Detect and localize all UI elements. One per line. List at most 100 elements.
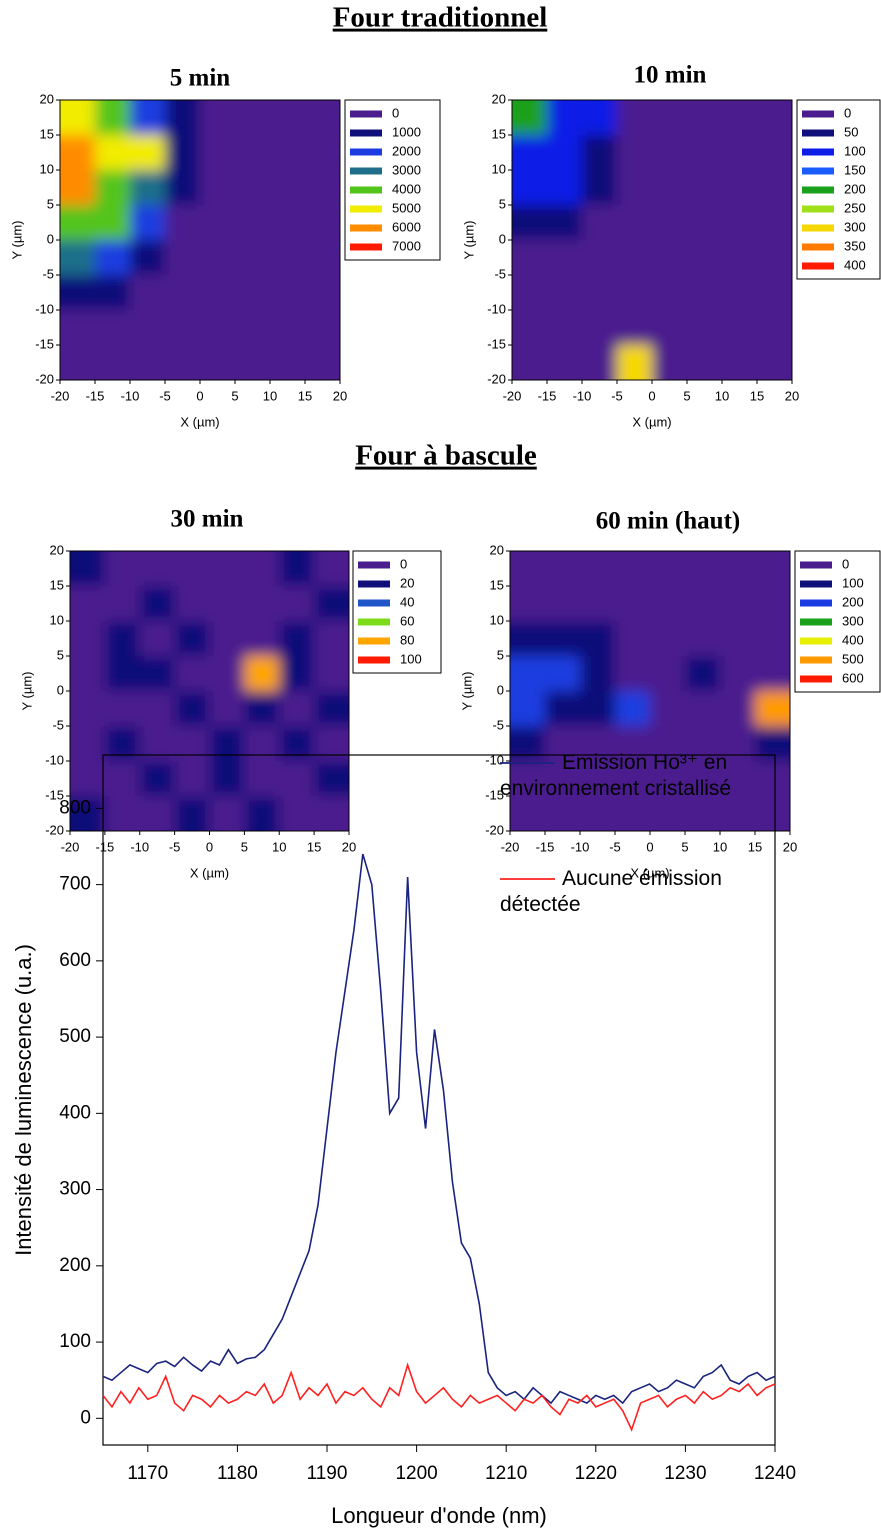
y-tick-label: -20 xyxy=(487,371,506,386)
legend-label: 200 xyxy=(842,594,864,609)
map-cell xyxy=(617,170,653,206)
map-cell xyxy=(200,310,236,346)
map-cell xyxy=(687,275,723,311)
map-cell xyxy=(200,100,236,136)
map-cell xyxy=(270,345,306,380)
map-cell xyxy=(687,310,723,346)
map-cell xyxy=(104,726,141,762)
map-cell xyxy=(279,621,315,657)
map-cell xyxy=(547,100,583,136)
map-cell xyxy=(547,135,583,171)
y-tick-label: 15 xyxy=(490,577,504,592)
y-tick-label: -5 xyxy=(52,717,64,732)
map-cell xyxy=(139,586,176,622)
y-tick-label: -15 xyxy=(487,336,506,351)
map-cell xyxy=(235,170,271,206)
y-tick-label: 5 xyxy=(497,647,504,662)
map-cell xyxy=(757,345,792,380)
map-cell xyxy=(722,170,758,206)
map-cell xyxy=(685,691,721,727)
map-cell xyxy=(722,205,758,241)
map-cell xyxy=(757,170,792,206)
legend-label: 300 xyxy=(844,219,866,234)
map-cell xyxy=(617,135,653,171)
map-cell xyxy=(60,205,96,241)
y-tick-label: 600 xyxy=(59,950,91,971)
x-tick-label: 10 xyxy=(713,839,727,854)
map-cell xyxy=(720,656,756,692)
x-tick-label: -10 xyxy=(121,388,140,403)
map-cell xyxy=(617,205,653,241)
map-cell xyxy=(757,100,792,136)
legend-label: Emission Ho³⁺ en environnement cristalli… xyxy=(500,751,732,800)
map-cell xyxy=(60,170,96,206)
map-cell xyxy=(139,796,176,831)
legend-swatch xyxy=(350,205,382,213)
map-cell xyxy=(200,240,236,276)
y-tick-label: 100 xyxy=(59,1331,91,1352)
map-area xyxy=(512,100,792,380)
legend-swatch xyxy=(358,618,390,626)
x-tick-label: -5 xyxy=(609,839,621,854)
x-tick-label: 15 xyxy=(307,839,321,854)
legend-swatch xyxy=(800,656,832,664)
legend-swatch xyxy=(358,580,390,588)
map-cell xyxy=(720,586,756,622)
x-axis-label: X (µm) xyxy=(630,865,669,880)
map-cell xyxy=(652,170,688,206)
map-cell xyxy=(279,656,315,692)
y-tick-label: 20 xyxy=(50,542,64,557)
y-axis-label: Intensité de luminescence (u.a.) xyxy=(11,944,36,1256)
map-cell xyxy=(510,796,546,831)
x-tick-label: 1190 xyxy=(307,1463,348,1484)
map-cell xyxy=(305,345,340,380)
map-cell xyxy=(60,135,96,171)
y-tick-label: -5 xyxy=(42,266,54,281)
map-cell xyxy=(165,310,201,346)
map-cells xyxy=(510,551,790,831)
legend-label: 400 xyxy=(844,257,866,272)
map-cell xyxy=(685,551,721,587)
map-cell xyxy=(130,170,166,206)
x-tick-label: 20 xyxy=(785,388,799,403)
map-title: 30 min xyxy=(171,506,244,533)
map-cell xyxy=(547,240,583,276)
section-heading: Four à bascule xyxy=(355,440,537,472)
y-tick-label: 20 xyxy=(40,91,54,106)
map-cell xyxy=(95,205,131,241)
map-cell xyxy=(545,586,581,622)
map-cell xyxy=(174,691,210,727)
x-axis-label: X (µm) xyxy=(190,865,229,880)
map-cell xyxy=(615,586,651,622)
map-cell xyxy=(209,726,245,762)
map-cell xyxy=(545,691,581,727)
map-cell xyxy=(104,656,141,692)
map-cell xyxy=(305,100,340,136)
legend-label: 50 xyxy=(844,124,858,139)
map-cell xyxy=(580,761,616,797)
map-cell xyxy=(652,275,688,311)
legend-label: Aucune émission détectée xyxy=(500,867,722,916)
map-cell xyxy=(652,240,688,276)
legend-label: 60 xyxy=(400,613,414,628)
map-cell xyxy=(582,170,618,206)
map-cell xyxy=(174,761,210,797)
map-cell xyxy=(652,100,688,136)
map-cell xyxy=(685,656,721,692)
map-cell xyxy=(244,761,280,797)
map-cell xyxy=(722,240,758,276)
x-tick-label: 10 xyxy=(263,388,277,403)
x-tick-label: 20 xyxy=(342,839,356,854)
map-cell xyxy=(582,100,618,136)
map-cell xyxy=(755,796,790,831)
map-cell xyxy=(244,656,280,692)
map-cell xyxy=(755,586,790,622)
map-cell xyxy=(650,586,686,622)
map-cell xyxy=(510,761,546,797)
map-cell xyxy=(314,551,349,587)
map-cell xyxy=(95,240,131,276)
map-cell xyxy=(652,345,688,380)
y-tick-label: -10 xyxy=(485,752,504,767)
map-cell xyxy=(617,310,653,346)
